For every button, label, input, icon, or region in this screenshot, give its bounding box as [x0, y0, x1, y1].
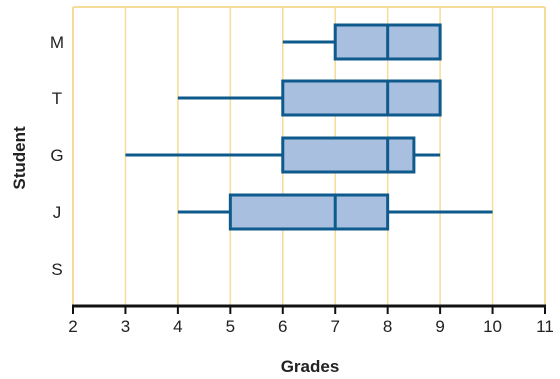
- y-axis-group: M T G J S: [50, 33, 64, 279]
- y-category-label-S: S: [51, 260, 62, 279]
- x-axis-title: Grades: [281, 357, 340, 376]
- box-plot-J: [177, 193, 493, 231]
- y-category-label-M: M: [50, 33, 64, 52]
- box-iqr-G: [281, 136, 416, 174]
- x-tick-label-5: 5: [226, 317, 235, 336]
- x-tick-label-7: 7: [330, 317, 339, 336]
- box-iqr-T: [281, 79, 442, 117]
- x-tick-label-4: 4: [173, 317, 182, 336]
- x-tick-label-6: 6: [278, 317, 287, 336]
- x-tick-label-11: 11: [536, 317, 554, 336]
- y-category-label-T: T: [52, 89, 62, 108]
- boxes-group: [125, 23, 493, 231]
- x-tick-label-9: 9: [435, 317, 444, 336]
- x-axis-group: 2 3 4 5 6 7 8 9 10 11: [68, 304, 554, 336]
- y-category-label-J: J: [53, 203, 62, 222]
- y-axis-title: Student: [10, 126, 29, 190]
- x-tick-label-3: 3: [121, 317, 130, 336]
- box-iqr-J: [228, 193, 390, 231]
- plot-frame-group: [72, 6, 546, 306]
- x-tick-label-2: 2: [68, 317, 77, 336]
- y-category-label-G: G: [50, 146, 63, 165]
- box-plot-G: [125, 136, 441, 174]
- x-tick-label-8: 8: [383, 317, 392, 336]
- box-plot-T: [177, 79, 442, 117]
- x-tick-label-10: 10: [483, 317, 502, 336]
- box-plot-M: [282, 23, 442, 61]
